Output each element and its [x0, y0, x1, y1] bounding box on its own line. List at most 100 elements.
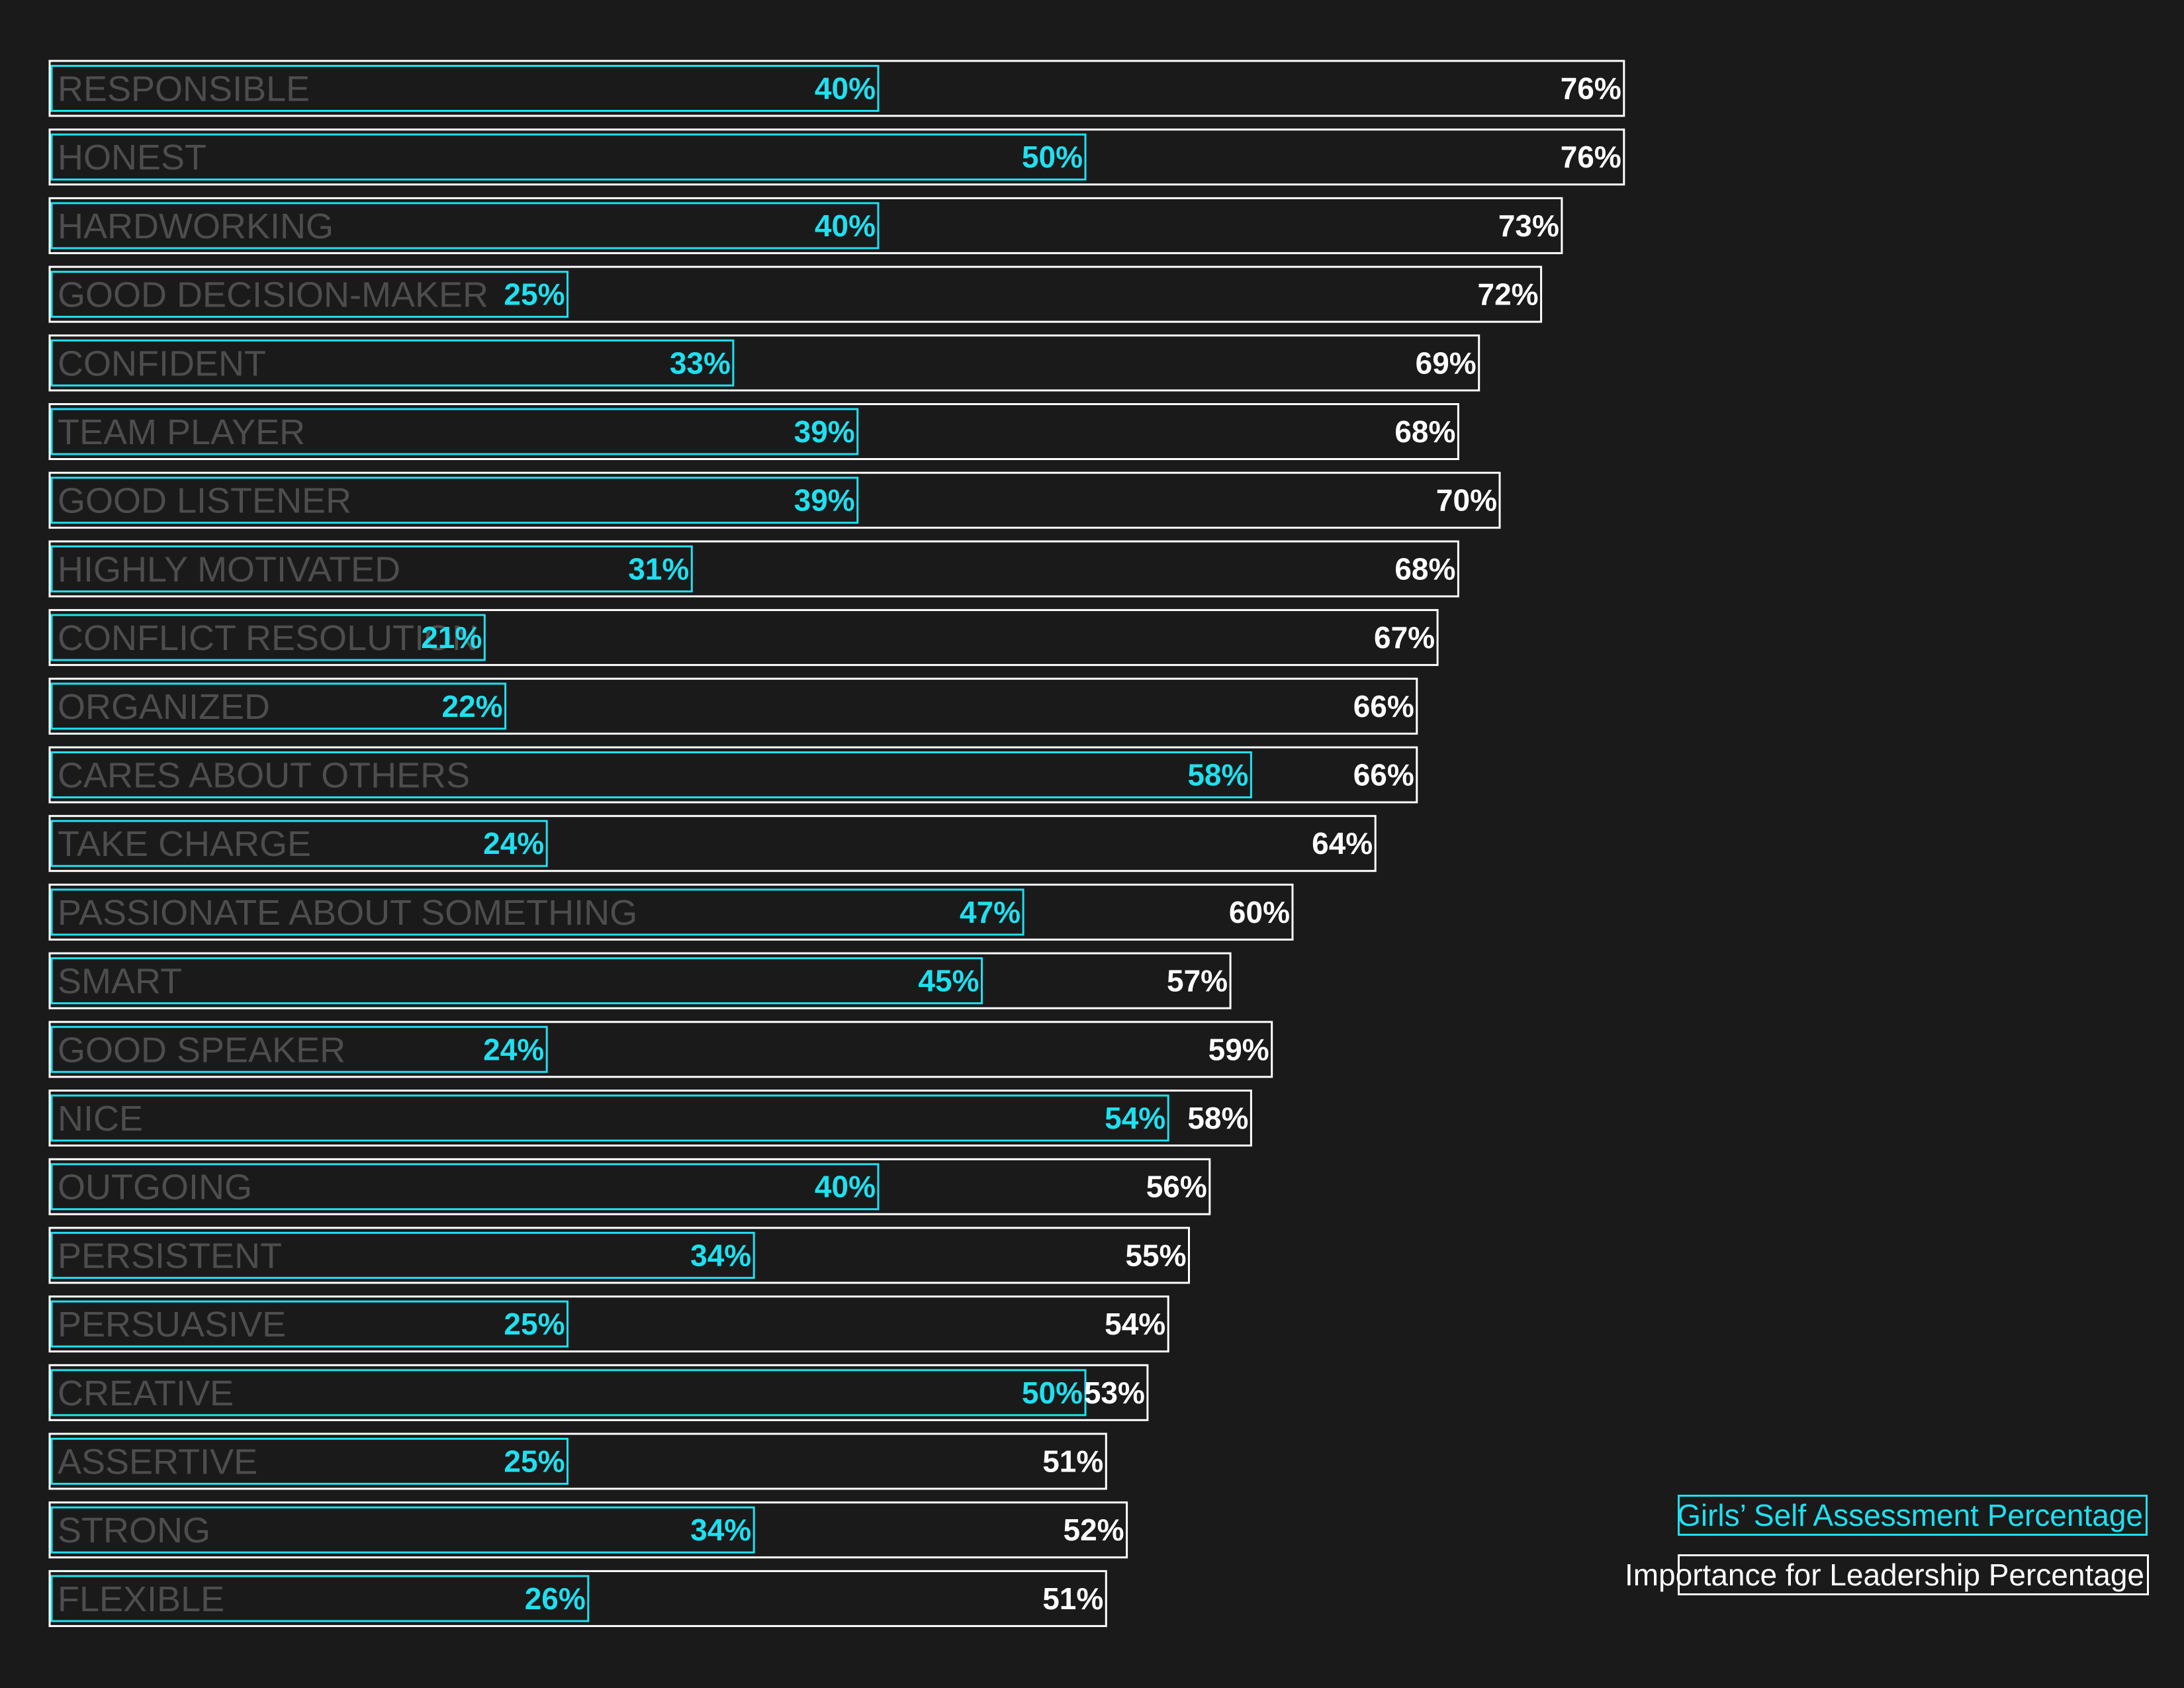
self-assessment-bar	[50, 477, 859, 524]
self-assessment-bar	[50, 682, 507, 730]
category-label: GOOD DECISION-MAKER	[58, 275, 488, 315]
importance-value: 67%	[1374, 620, 1435, 655]
self-assessment-value: 39%	[794, 414, 855, 449]
importance-value: 73%	[1498, 209, 1559, 243]
bar-row: GOOD LISTENER 39% 70%	[48, 471, 1501, 529]
self-assessment-value: 40%	[815, 1170, 876, 1204]
category-label: TEAM PLAYER	[58, 412, 305, 452]
legend-self-assessment: Girls’ Self Assessment Percentage	[1677, 1495, 2148, 1536]
self-assessment-value: 54%	[1105, 1101, 1165, 1135]
self-assessment-bar	[50, 1300, 569, 1348]
importance-bar	[48, 60, 1625, 117]
self-assessment-bar	[50, 202, 880, 250]
bar-row: ORGANIZED 22% 66%	[48, 677, 1418, 735]
importance-value: 52%	[1064, 1513, 1124, 1547]
bar-row: RESPONSIBLE 40% 76%	[48, 60, 1625, 117]
category-label: NICE	[58, 1099, 143, 1139]
bar-row: ASSERTIVE 25% 51%	[48, 1432, 1107, 1490]
importance-value: 56%	[1146, 1170, 1207, 1204]
category-label: CONFLICT RESOLUTION	[58, 618, 478, 658]
importance-bar	[48, 128, 1625, 186]
self-assessment-bar	[50, 1163, 880, 1211]
importance-bar	[48, 1570, 1107, 1627]
importance-bar	[48, 1295, 1169, 1353]
category-label: PASSIONATE ABOUT SOMETHING	[58, 893, 637, 933]
importance-value: 76%	[1561, 71, 1621, 106]
category-label: HONEST	[58, 138, 206, 177]
category-label: PERSUASIVE	[58, 1305, 286, 1344]
importance-value: 51%	[1042, 1444, 1103, 1479]
importance-value: 53%	[1084, 1376, 1145, 1410]
importance-value: 70%	[1436, 483, 1497, 518]
bar-row: NICE 54% 58%	[48, 1090, 1252, 1147]
self-assessment-bar	[50, 1506, 755, 1554]
importance-bar	[48, 815, 1377, 872]
bar-row: PERSUASIVE 25% 54%	[48, 1295, 1169, 1353]
bar-row: HONEST 50% 76%	[48, 128, 1625, 186]
self-assessment-value: 45%	[918, 964, 979, 998]
legend-self-assessment-label: Girls’ Self Assessment Percentage	[1677, 1498, 2143, 1532]
legend-importance: Importance for Leadership Percentage	[1625, 1554, 2149, 1595]
self-assessment-value: 25%	[504, 277, 565, 312]
self-assessment-value: 24%	[483, 826, 544, 861]
self-assessment-value: 50%	[1022, 140, 1083, 174]
self-assessment-value: 40%	[815, 71, 876, 106]
self-assessment-value: 25%	[504, 1444, 565, 1479]
category-label: RESPONSIBLE	[58, 70, 310, 109]
self-assessment-bar	[50, 339, 735, 387]
self-assessment-value: 34%	[690, 1513, 751, 1547]
importance-bar	[48, 403, 1459, 460]
self-assessment-value: 50%	[1022, 1376, 1083, 1410]
category-label: CREATIVE	[58, 1374, 234, 1413]
bar-row: FLEXIBLE 26% 51%	[48, 1570, 1107, 1627]
importance-bar	[48, 952, 1232, 1009]
importance-value: 59%	[1208, 1032, 1269, 1066]
importance-bar	[48, 1090, 1252, 1147]
category-label: CARES ABOUT OTHERS	[58, 756, 470, 796]
category-label: HARDWORKING	[58, 207, 334, 246]
importance-bar	[48, 1021, 1273, 1078]
importance-bar	[48, 1432, 1107, 1490]
importance-value: 51%	[1042, 1581, 1103, 1616]
category-label: CONFIDENT	[58, 344, 266, 383]
self-assessment-bar	[50, 545, 693, 592]
bar-row: TAKE CHARGE 24% 64%	[48, 815, 1377, 872]
importance-bar	[48, 265, 1543, 323]
importance-bar	[48, 883, 1294, 941]
bar-row: PERSISTENT 34% 55%	[48, 1227, 1190, 1284]
self-assessment-value: 47%	[960, 895, 1021, 929]
category-label: PERSISTENT	[58, 1236, 282, 1276]
self-assessment-value: 34%	[690, 1238, 751, 1272]
bar-row: OUTGOING 40% 56%	[48, 1158, 1211, 1215]
self-assessment-value: 25%	[504, 1307, 565, 1341]
category-label: ORGANIZED	[58, 687, 270, 727]
category-label: STRONG	[58, 1511, 210, 1550]
category-label: TAKE CHARGE	[58, 824, 311, 864]
self-assessment-bar	[50, 957, 983, 1005]
bar-row: HARDWORKING 40% 73%	[48, 197, 1563, 254]
self-assessment-bar	[50, 133, 1087, 181]
self-assessment-value: 22%	[442, 689, 503, 724]
importance-value: 57%	[1167, 964, 1228, 998]
self-assessment-value: 31%	[628, 551, 689, 586]
importance-bar	[48, 1364, 1149, 1421]
importance-bar	[48, 197, 1563, 254]
bar-row: HIGHLY MOTIVATED 31% 68%	[48, 540, 1459, 598]
importance-bar	[48, 746, 1418, 804]
bar-row: TEAM PLAYER 39% 68%	[48, 403, 1459, 460]
self-assessment-bar	[50, 271, 569, 318]
self-assessment-value: 24%	[483, 1032, 544, 1066]
category-label: HIGHLY MOTIVATED	[58, 549, 400, 589]
self-assessment-value: 21%	[421, 620, 482, 655]
self-assessment-value: 40%	[815, 209, 876, 243]
self-assessment-bar	[50, 65, 880, 112]
importance-value: 64%	[1312, 826, 1373, 861]
self-assessment-bar	[50, 820, 548, 867]
self-assessment-value: 26%	[525, 1581, 586, 1616]
importance-value: 69%	[1416, 346, 1477, 380]
self-assessment-value: 33%	[670, 346, 731, 380]
importance-value: 58%	[1187, 1101, 1248, 1135]
self-assessment-bar	[50, 1438, 569, 1485]
